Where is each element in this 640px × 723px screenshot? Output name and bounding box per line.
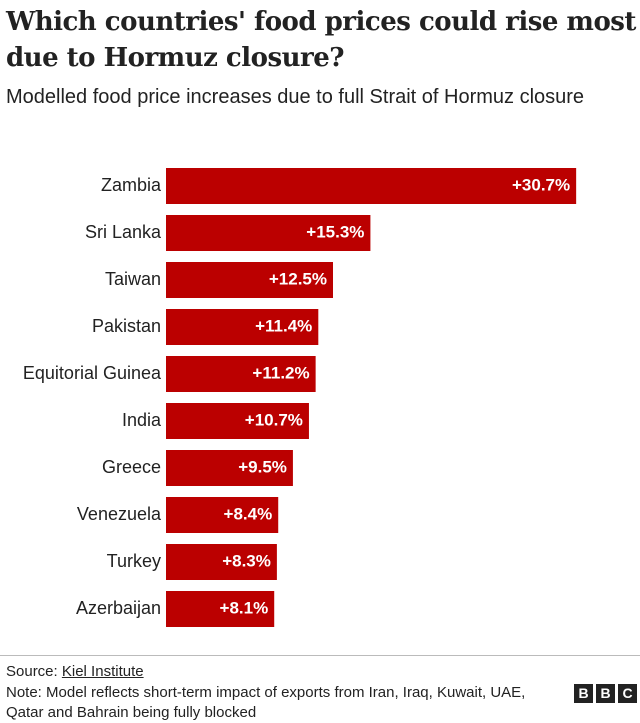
- value-label: +11.4%: [255, 316, 312, 335]
- bar: [166, 356, 316, 392]
- category-label: Venezuela: [77, 504, 162, 524]
- category-label: Pakistan: [92, 316, 161, 336]
- chart: Zambia +30.7% Sri Lanka +15.3% Taiwan +12.5% P…: [23, 168, 577, 627]
- bar: [166, 544, 277, 580]
- divider: [0, 655, 640, 656]
- value-label: +15.3%: [306, 222, 364, 241]
- logo-letter: B: [574, 684, 593, 703]
- source-label: Source:: [6, 663, 58, 680]
- category-label: Greece: [102, 457, 161, 477]
- value-label: +9.5%: [238, 457, 287, 476]
- category-label: Taiwan: [105, 269, 161, 289]
- logo-letter: C: [618, 684, 637, 703]
- category-label: Zambia: [101, 175, 162, 195]
- logo-letter: B: [596, 684, 615, 703]
- chart-title: Which countries' food prices could rise …: [6, 7, 636, 73]
- category-label: Sri Lanka: [85, 222, 162, 242]
- category-label: India: [122, 410, 162, 430]
- category-label: Azerbaijan: [76, 598, 161, 618]
- note: Note: Model reflects short-term impact o…: [6, 684, 526, 721]
- bar: [166, 403, 309, 439]
- bar: [166, 168, 577, 204]
- bar: [166, 309, 319, 345]
- value-label: +8.3%: [222, 551, 271, 570]
- source: Source: Kiel Institute: [6, 663, 144, 680]
- logo: B B C: [574, 684, 637, 703]
- category-label: Turkey: [107, 551, 161, 571]
- bar: [166, 497, 279, 533]
- source-link[interactable]: Kiel Institute: [61, 663, 144, 680]
- value-label: +30.7%: [512, 175, 570, 194]
- bar: [166, 450, 293, 486]
- bar: [166, 591, 275, 627]
- value-label: +12.5%: [269, 269, 327, 288]
- category-label: Equitorial Guinea: [23, 363, 162, 383]
- bar: [166, 262, 333, 298]
- value-label: +8.1%: [220, 598, 269, 617]
- value-label: +11.2%: [252, 363, 309, 382]
- bar: [166, 215, 371, 251]
- value-label: +8.4%: [224, 504, 273, 523]
- chart-subtitle: Modelled food price increases due to ful…: [6, 86, 585, 108]
- value-label: +10.7%: [245, 410, 303, 429]
